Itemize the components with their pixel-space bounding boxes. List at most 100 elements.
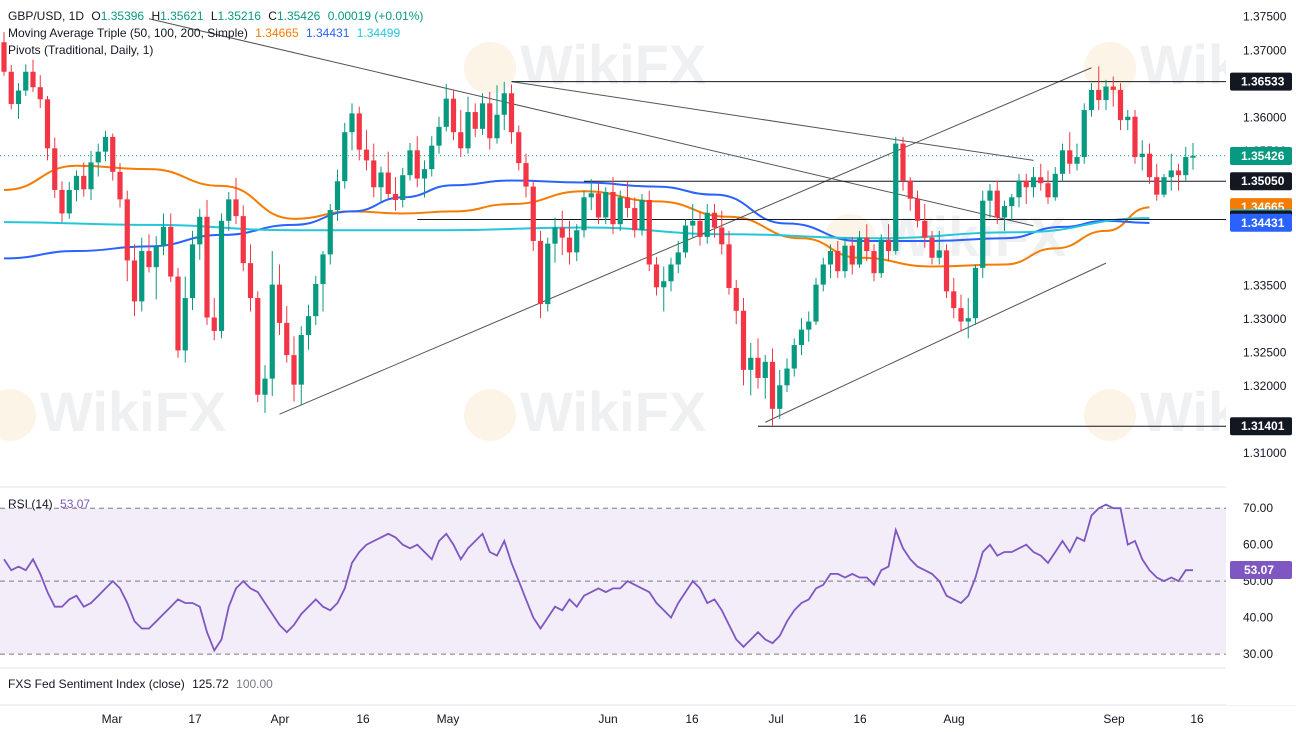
candle-body-84	[610, 191, 616, 225]
candle-body-131	[951, 291, 957, 309]
candle-body-28	[204, 216, 210, 318]
candle-body-62	[450, 98, 457, 133]
candle-body-130	[943, 250, 950, 292]
time-tick-1: 17	[188, 712, 202, 726]
candle-body-36	[262, 378, 268, 395]
candle-body-106	[769, 361, 776, 409]
fxs-legend[interactable]: FXS Fed Sentiment Index (close) 125.72 1…	[8, 676, 277, 693]
candle-body-91	[661, 281, 667, 288]
watermark-logo-4	[0, 389, 36, 441]
candle-body-153	[1110, 86, 1116, 90]
candle-body-116	[842, 245, 848, 272]
candle-body-145	[1052, 173, 1058, 198]
rsi-current-badge	[1230, 560, 1292, 579]
price-badge-pivot-0	[1230, 72, 1292, 91]
candle-body-65	[472, 112, 478, 129]
candle-body-136	[987, 190, 993, 201]
candle-body-45	[327, 210, 333, 255]
watermark-logo-1	[1084, 42, 1136, 94]
fxs-legend-value-1: 125.72	[192, 677, 229, 691]
candle-body-154	[1117, 89, 1124, 121]
price-badge-price-1	[1230, 146, 1292, 165]
fxs-legend-label[interactable]: FXS Fed Sentiment Index (close)	[8, 677, 185, 691]
candle-body-141	[1023, 180, 1029, 188]
pivot-legend[interactable]: Pivots (Traditional, Daily, 1)	[8, 42, 157, 59]
watermark-logo-3	[1084, 389, 1136, 441]
candle-body-58	[421, 169, 428, 179]
candle-body-139	[1009, 197, 1015, 207]
candle-body-151	[1096, 89, 1102, 100]
watermark-text-0: WikiFX	[520, 33, 706, 96]
ma-legend-label[interactable]: Moving Average Triple (50, 100, 200, Sim…	[8, 26, 248, 40]
candle-body-140	[1016, 180, 1022, 198]
price-tick-0: 1.37500	[1243, 10, 1287, 24]
candle-body-92	[668, 264, 674, 282]
candle-body-54	[392, 193, 399, 201]
candle-body-24	[175, 276, 181, 351]
candle-body-162	[1175, 170, 1182, 176]
candle-body-3	[23, 71, 29, 91]
candle-body-47	[342, 132, 348, 182]
price-badge-pivot-2	[1230, 172, 1292, 191]
candle-body-160	[1161, 177, 1167, 195]
candle-body-19	[139, 251, 145, 302]
candle-body-46	[334, 181, 341, 211]
pivot-legend-label[interactable]: Pivots (Traditional, Daily, 1)	[8, 43, 154, 57]
price-tick-7: 1.33000	[1243, 312, 1287, 326]
candle-body-138	[1001, 206, 1008, 218]
candle-body-64	[465, 112, 471, 149]
time-tick-3: 16	[356, 712, 370, 726]
candle-body-110	[798, 329, 805, 346]
ma200-value: 1.34499	[356, 26, 401, 40]
candle-body-10	[73, 175, 80, 190]
trendline-1	[148, 18, 1034, 227]
price-tick-8: 1.32500	[1243, 345, 1287, 359]
pivot-lines	[0, 81, 1226, 427]
candle-body-11	[81, 175, 87, 190]
candle-body-126	[914, 198, 921, 221]
candle-body-87	[632, 208, 638, 231]
ma-legend[interactable]: Moving Average Triple (50, 100, 200, Sim…	[8, 25, 404, 42]
candle-body-157	[1139, 153, 1145, 158]
candle-body-117	[849, 245, 855, 265]
candle-body-15	[110, 136, 116, 172]
watermark-text-2: WikiFX	[520, 380, 706, 443]
candle-body-115	[835, 251, 841, 272]
candle-body-14	[102, 136, 109, 152]
candle-body-75	[545, 243, 551, 305]
candle-body-101	[733, 287, 739, 311]
watermark-logo-2	[464, 389, 516, 441]
low-label: L	[210, 9, 218, 23]
time-axis[interactable]: Mar 17 Apr 16 May Jun 16 Jul 16 Aug Sep 16	[102, 712, 1204, 726]
open-label: O	[91, 9, 101, 23]
watermark-text-4: WikiFX	[40, 380, 226, 443]
candle-body-105	[762, 361, 768, 378]
price-badge-label-0: 1.36533	[1241, 75, 1285, 89]
candle-body-114	[827, 251, 834, 265]
price-axis[interactable]: 1.375001.370001.360001.355001.350001.345…	[1226, 0, 1296, 705]
candle-body-25	[182, 298, 188, 351]
candle-body-163	[1183, 157, 1189, 176]
rsi-legend-label[interactable]: RSI (14)	[8, 497, 53, 511]
candle-body-95	[690, 220, 696, 226]
symbol-label[interactable]: GBP/USD, 1D	[8, 9, 85, 23]
candle-body-155	[1125, 116, 1131, 121]
rsi-tick-4: 30.00	[1243, 647, 1273, 661]
candle-body-93	[675, 252, 681, 265]
candle-body-67	[487, 103, 493, 139]
candle-body-52	[378, 172, 384, 188]
candle-body-7	[52, 148, 58, 190]
rsi-line	[3, 503, 1193, 653]
price-badge-label-1: 1.35426	[1241, 149, 1285, 163]
candle-body-39	[284, 322, 290, 356]
price-tick-9: 1.32000	[1243, 379, 1287, 393]
candle-body-121	[878, 239, 884, 274]
ohlc-legend[interactable]: GBP/USD, 1D O1.35396 H1.35621 L1.35216 C…	[8, 8, 427, 25]
price-tick-10: 1.31000	[1243, 446, 1287, 460]
ma50-value: 1.34665	[255, 26, 299, 40]
candle-body-0	[1, 42, 7, 72]
candle-body-146	[1059, 150, 1066, 174]
rsi-legend[interactable]: RSI (14) 53.07	[8, 496, 94, 513]
candle-body-98	[711, 212, 718, 228]
